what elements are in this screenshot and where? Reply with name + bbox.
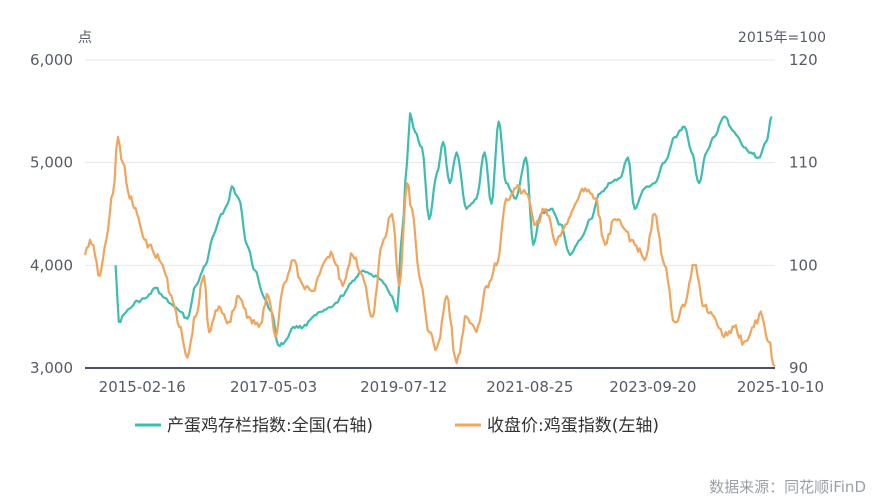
x-axis-tick-label: 2019-07-12 (360, 378, 447, 396)
series-layer (83, 112, 776, 367)
legend: 产蛋鸡存栏指数:全国(右轴) 收盘价:鸡蛋指数(左轴) (135, 416, 659, 436)
left-axis-tick-label: 5,000 (30, 154, 73, 172)
right-axis-tick-label: 120 (789, 51, 818, 69)
x-axis-tick-label: 2017-05-03 (230, 378, 317, 396)
left-axis-tick-label: 3,000 (30, 359, 73, 377)
grid-lines (85, 59, 775, 266)
legend-label: 收盘价:鸡蛋指数(左轴) (487, 416, 659, 436)
series-line-layer-hen-stock-index (114, 112, 773, 348)
left-axis-tick-label: 6,000 (30, 51, 73, 69)
x-axis-tick-label: 2025-10-10 (737, 378, 824, 396)
x-axis-tick-label: 2021-08-25 (486, 378, 573, 396)
left-axis-tick-label: 4,000 (30, 256, 73, 274)
series-line-egg-futures-index (83, 135, 776, 367)
x-axis-tick-label: 2023-09-20 (609, 378, 696, 396)
right-axis-tick-label: 90 (789, 359, 808, 377)
legend-label: 产蛋鸡存栏指数:全国(右轴) (167, 416, 373, 436)
data-source-note: 数据来源：同花顺iFinD (709, 478, 866, 496)
right-axis-tick-label: 110 (789, 154, 818, 172)
right-axis-unit: 2015年=100 (738, 30, 826, 46)
axes: 3,000 4,000 5,000 6,000 90 100 110 120 点 2015年=10… (30, 30, 826, 396)
left-axis-unit: 点 (78, 30, 92, 46)
x-axis-tick-label: 2015-02-16 (99, 378, 186, 396)
right-axis-tick-label: 100 (789, 256, 818, 274)
